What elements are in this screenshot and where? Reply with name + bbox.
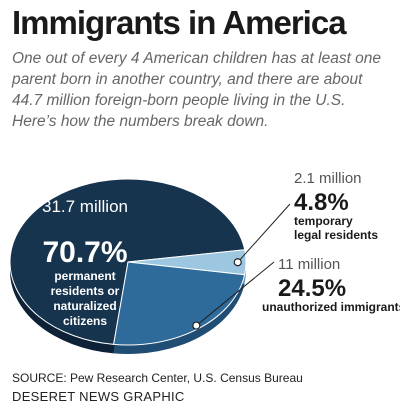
chart-subtitle: One out of every 4 American children has…: [12, 50, 382, 130]
slice-amount-unauthorized: 11 million: [278, 256, 340, 273]
callout-dot-temporary: [233, 258, 242, 267]
callout-lines: [192, 203, 291, 330]
slice-amount-permanent: 31.7 million: [42, 197, 128, 216]
callout-line-unauthorized: [196, 261, 275, 326]
slice-desc-permanent-2: residents or: [51, 284, 120, 298]
slice-amount-temporary: 2.1 million: [294, 170, 362, 187]
callout-dot-unauthorized: [192, 321, 201, 330]
pie-slice-unauthorized: [113, 261, 246, 346]
pie-slices: [9, 178, 247, 346]
pie-slice-permanent: [9, 178, 246, 345]
slice-percent-temporary: 4.8%: [294, 189, 349, 216]
chart-title: Immigrants in America: [12, 4, 347, 41]
slice-desc-temporary-2: legal residents: [294, 228, 378, 242]
slice-desc-permanent-3: naturalized: [53, 299, 116, 313]
slice-percent-unauthorized: 24.5%: [278, 275, 346, 302]
graphic-credit: DESERET NEWS GRAPHIC: [12, 389, 185, 404]
slice-desc-temporary-1: temporary: [294, 214, 353, 228]
source-note: SOURCE: Pew Research Center, U.S. Census…: [12, 371, 303, 385]
slice-desc-permanent-4: citizens: [63, 314, 107, 328]
slice-labels: 31.7 million 70.7% permanent residents o…: [42, 170, 400, 328]
slice-desc-permanent-1: permanent: [54, 269, 115, 283]
slice-percent-permanent: 70.7%: [42, 236, 127, 269]
slice-desc-unauthorized-1: unauthorized immigrants: [262, 300, 400, 314]
callout-line-temporary: [237, 203, 291, 263]
